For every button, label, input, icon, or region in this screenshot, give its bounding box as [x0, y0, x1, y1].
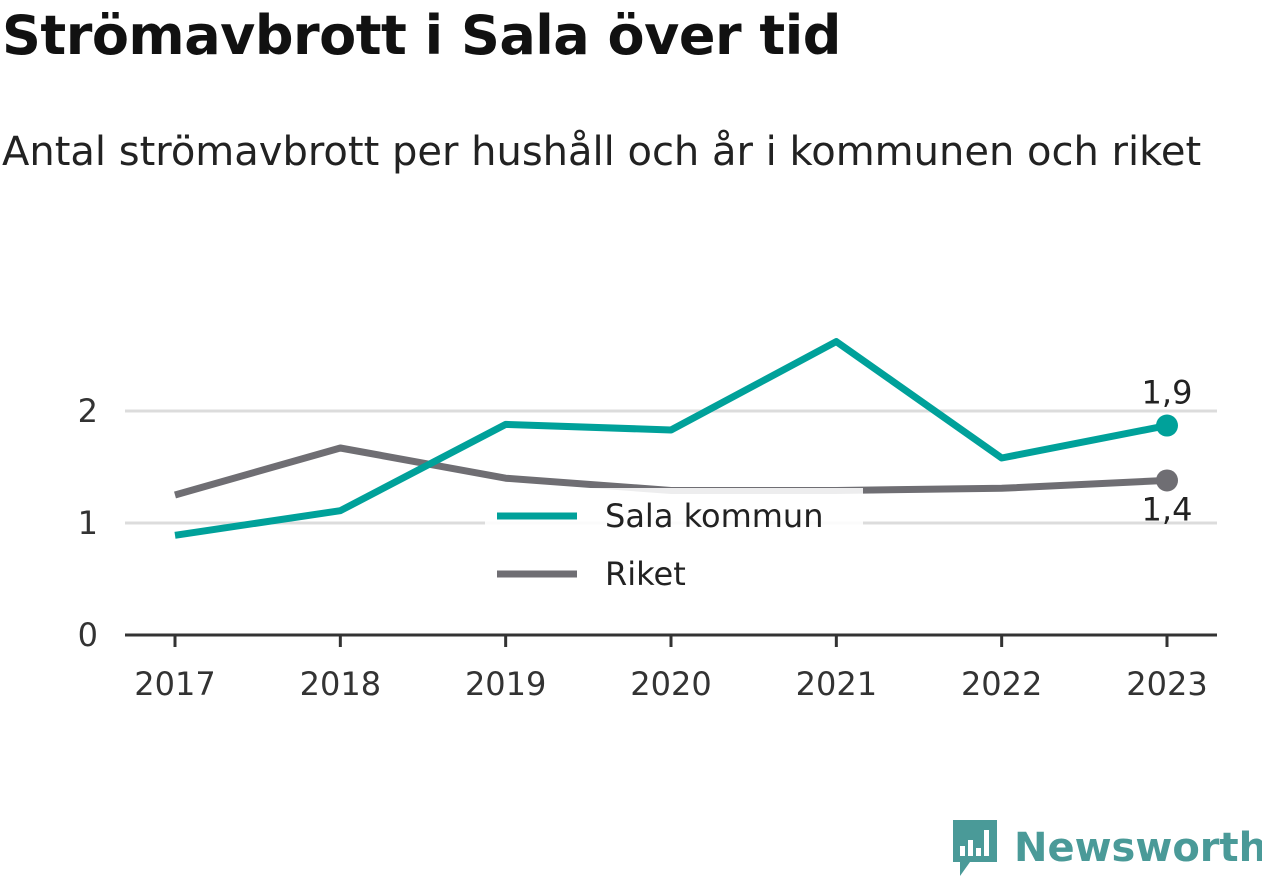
legend-background	[485, 488, 863, 598]
series-line-0	[174, 338, 1168, 539]
newsworthy-logo: Newsworthy	[950, 818, 1262, 878]
series-end-point-0	[1156, 414, 1178, 437]
bar-chart-flag-icon	[953, 820, 997, 876]
x-tick-label: 2020	[630, 665, 711, 703]
x-tick-label: 2018	[300, 665, 381, 703]
legend-label-1: Riket	[605, 555, 686, 593]
data-label-sala: 1,9	[1142, 374, 1193, 412]
logo-text: Newsworthy	[1014, 825, 1262, 871]
chart-title: Strömavbrott i Sala över tid	[2, 4, 841, 67]
y-tick-label: 1	[78, 504, 98, 542]
y-tick-label: 2	[78, 392, 98, 430]
legend: Sala kommun Riket	[485, 488, 863, 598]
x-tick-label: 2022	[961, 665, 1042, 703]
x-tick-label: 2021	[796, 665, 877, 703]
y-tick-label: 0	[78, 616, 98, 654]
legend-label-0: Sala kommun	[605, 497, 823, 535]
axis-layer: 0 1 2 2017 2018 2019 2020 2021 2022 2023	[78, 392, 1217, 703]
chart-subtitle: Antal strömavbrott per hushåll och år i …	[2, 129, 1202, 175]
series-end-point-1	[1156, 469, 1178, 492]
data-labels: 1,9 1,4	[1142, 374, 1193, 529]
x-tick-label: 2023	[1126, 665, 1207, 703]
x-tick-label: 2017	[134, 665, 215, 703]
x-tick-label: 2019	[465, 665, 546, 703]
data-label-riket: 1,4	[1142, 490, 1193, 528]
